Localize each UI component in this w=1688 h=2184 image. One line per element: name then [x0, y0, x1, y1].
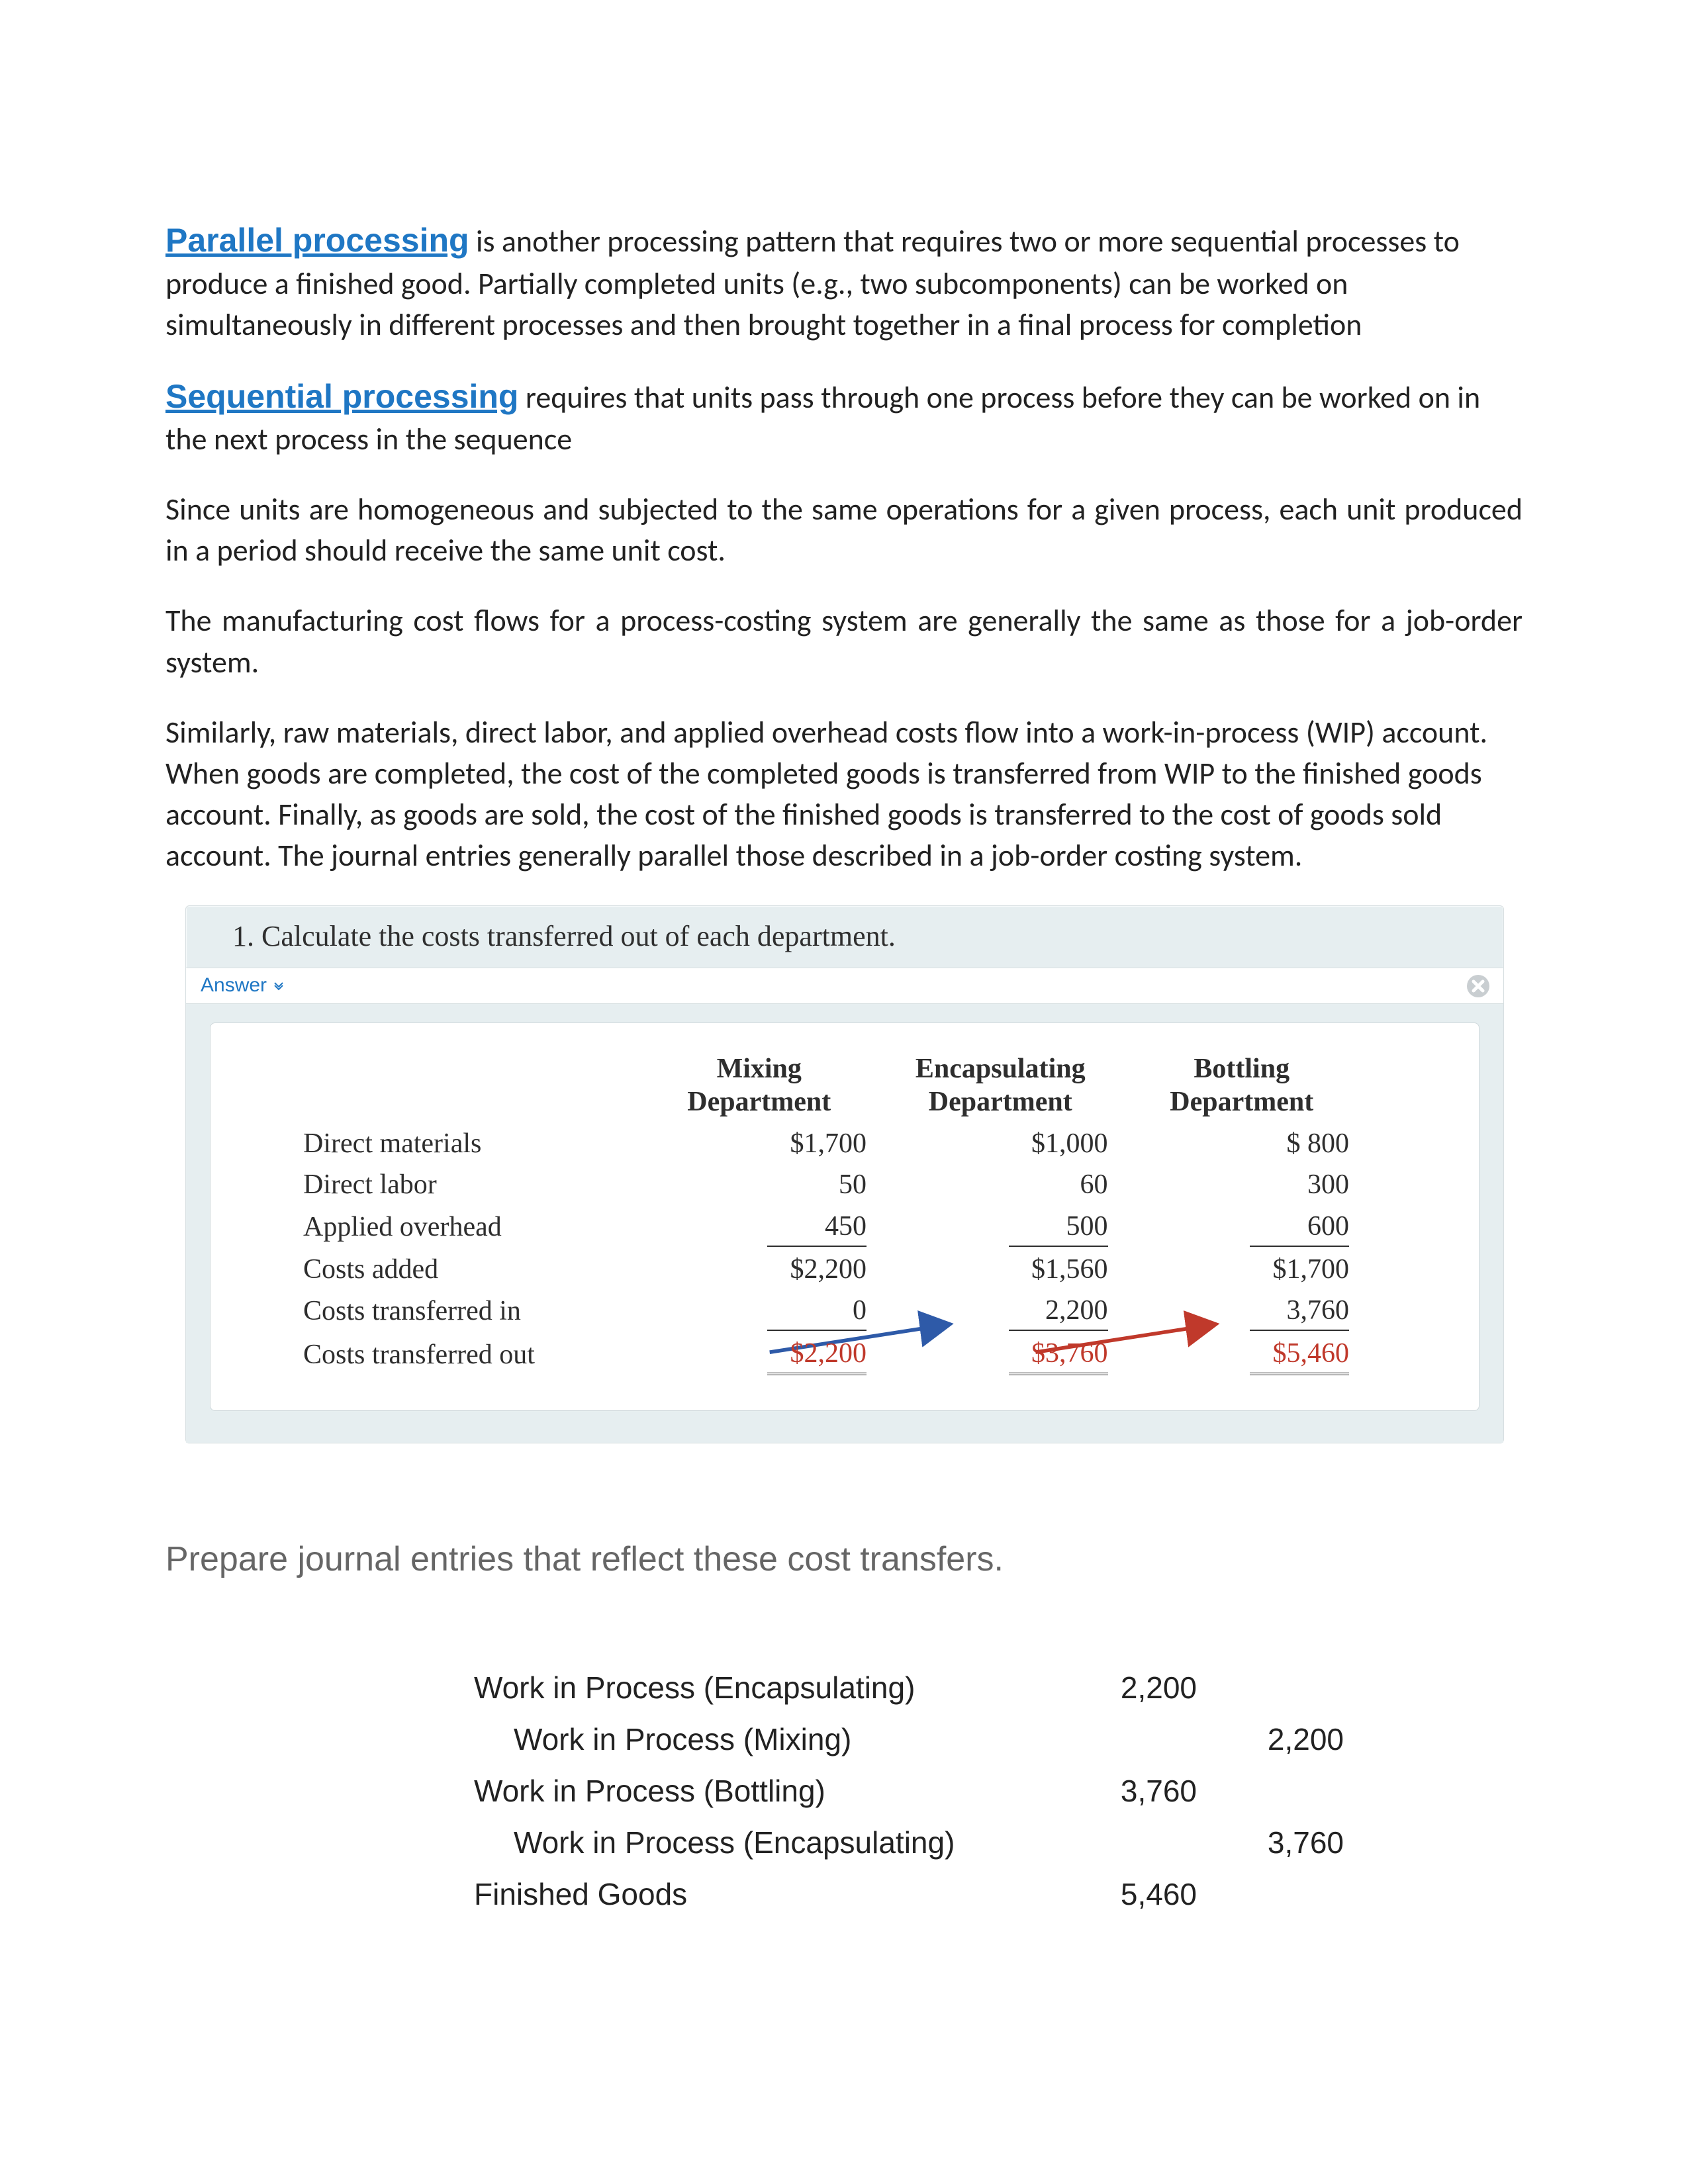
- cell-value: 300: [1121, 1164, 1363, 1206]
- je-debit: [1054, 1817, 1201, 1868]
- row-label: Costs transferred out: [290, 1333, 639, 1377]
- je-credit: [1201, 1662, 1348, 1713]
- cell-value: 500: [880, 1206, 1121, 1249]
- je-debit: 3,760: [1054, 1765, 1201, 1817]
- je-account: Work in Process (Mixing): [470, 1713, 1054, 1765]
- qa-panel: 1. Calculate the costs transferred out o…: [185, 905, 1504, 1443]
- cell-value: $ 800: [1121, 1123, 1363, 1165]
- row-label: Applied overhead: [290, 1206, 639, 1249]
- col-bottling: BottlingDepartment: [1121, 1050, 1363, 1123]
- qa-body: Mixing Department MixingDepartment Encap…: [186, 1004, 1503, 1443]
- table-row: Direct labor5060300: [290, 1164, 1362, 1206]
- je-credit: 2,200: [1201, 1713, 1348, 1765]
- cell-value: 600: [1121, 1206, 1363, 1249]
- qa-question-text: 1. Calculate the costs transferred out o…: [186, 906, 1503, 968]
- je-debit: 2,200: [1054, 1662, 1201, 1713]
- col-mixing: Mixing Department MixingDepartment: [639, 1050, 880, 1123]
- cell-value: $1,700: [1121, 1249, 1363, 1291]
- journal-entry-row: Work in Process (Bottling)3,760: [470, 1765, 1348, 1817]
- cell-value: $3,760: [880, 1333, 1121, 1377]
- journal-entries-table: Work in Process (Encapsulating)2,200Work…: [470, 1662, 1348, 1920]
- journal-entry-row: Work in Process (Encapsulating) 3,760: [470, 1817, 1348, 1868]
- row-label: Direct labor: [290, 1164, 639, 1206]
- table-row: Direct materials$1,700$1,000$ 800: [290, 1123, 1362, 1165]
- table-header-row: Mixing Department MixingDepartment Encap…: [290, 1050, 1362, 1123]
- je-credit: [1201, 1868, 1348, 1920]
- cell-value: $5,460: [1121, 1333, 1363, 1377]
- journal-entry-row: Work in Process (Encapsulating)2,200: [470, 1662, 1348, 1713]
- cost-table: Mixing Department MixingDepartment Encap…: [290, 1050, 1362, 1377]
- paragraph-cost-flows: The manufacturing cost flows for a proce…: [165, 600, 1523, 682]
- row-label: Costs transferred in: [290, 1290, 639, 1333]
- row-label: Direct materials: [290, 1123, 639, 1165]
- je-debit: [1054, 1713, 1201, 1765]
- row-label: Costs added: [290, 1249, 639, 1291]
- content-area: Parallel processing is another processin…: [0, 0, 1688, 1920]
- cell-value: $1,700: [639, 1123, 880, 1165]
- cell-value: $1,560: [880, 1249, 1121, 1291]
- table-row: Costs transferred out$2,200$3,760$5,460: [290, 1333, 1362, 1377]
- answer-label-text: Answer: [201, 972, 267, 999]
- cost-table-body: Direct materials$1,700$1,000$ 800Direct …: [290, 1123, 1362, 1377]
- parallel-processing-link[interactable]: Parallel processing: [165, 222, 469, 259]
- definition-sequential: Sequential processing requires that unit…: [165, 375, 1523, 461]
- cell-value: $2,200: [639, 1333, 880, 1377]
- table-row: Applied overhead450500600: [290, 1206, 1362, 1249]
- je-account: Work in Process (Bottling): [470, 1765, 1054, 1817]
- je-debit: 5,460: [1054, 1868, 1201, 1920]
- paragraph-wip: Similarly, raw materials, direct labor, …: [165, 712, 1523, 876]
- header-blank: [290, 1050, 639, 1123]
- je-credit: [1201, 1765, 1348, 1817]
- journal-entries-body: Work in Process (Encapsulating)2,200Work…: [470, 1662, 1348, 1920]
- qa-answer-bar: Answer: [186, 968, 1503, 1004]
- cell-value: $1,000: [880, 1123, 1121, 1165]
- table-row: Costs transferred in02,2003,760: [290, 1290, 1362, 1333]
- table-row: Costs added$2,200$1,560$1,700: [290, 1249, 1362, 1291]
- je-credit: 3,760: [1201, 1817, 1348, 1868]
- qa-card: Mixing Department MixingDepartment Encap…: [210, 1023, 1479, 1411]
- cell-value: 3,760: [1121, 1290, 1363, 1333]
- je-account: Work in Process (Encapsulating): [470, 1662, 1054, 1713]
- je-account: Work in Process (Encapsulating): [470, 1817, 1054, 1868]
- col-encapsulating: EncapsulatingDepartment: [880, 1050, 1121, 1123]
- close-icon: [1465, 973, 1491, 999]
- close-button[interactable]: [1465, 973, 1491, 999]
- je-account: Finished Goods: [470, 1868, 1054, 1920]
- cell-value: 60: [880, 1164, 1121, 1206]
- sequential-processing-link[interactable]: Sequential processing: [165, 378, 518, 415]
- cell-value: 0: [639, 1290, 880, 1333]
- journal-entry-row: Finished Goods5,460: [470, 1868, 1348, 1920]
- cell-value: 2,200: [880, 1290, 1121, 1333]
- cell-value: $2,200: [639, 1249, 880, 1291]
- journal-entries-title: Prepare journal entries that reflect the…: [165, 1536, 1523, 1582]
- journal-entry-row: Work in Process (Mixing) 2,200: [470, 1713, 1348, 1765]
- definition-parallel: Parallel processing is another processin…: [165, 218, 1523, 345]
- document-page: Parallel processing is another processin…: [0, 0, 1688, 2184]
- cell-value: 450: [639, 1206, 880, 1249]
- cell-value: 50: [639, 1164, 880, 1206]
- answer-toggle[interactable]: Answer: [201, 972, 285, 999]
- chevron-down-icon: [272, 979, 285, 993]
- paragraph-unit-cost: Since units are homogeneous and subjecte…: [165, 489, 1523, 571]
